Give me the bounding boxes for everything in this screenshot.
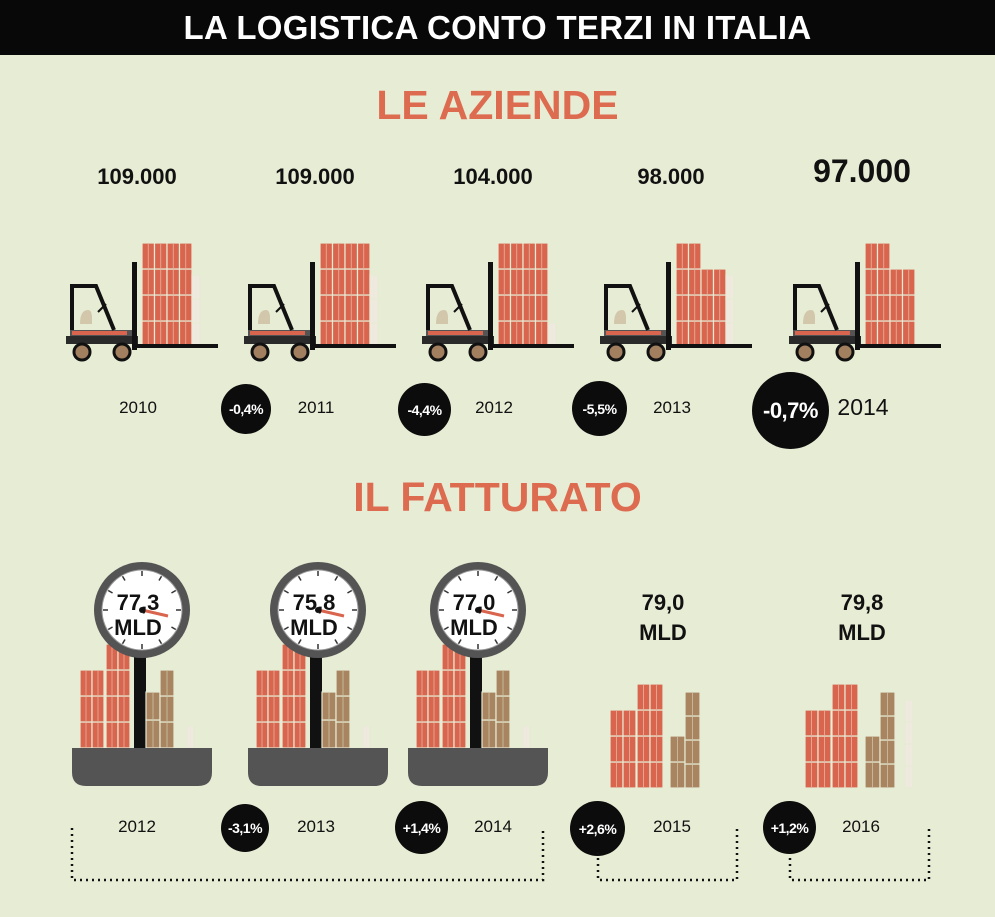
fatturato-unit-2016: MLD (838, 620, 886, 645)
section-title-aziende: LE AZIENDE (376, 82, 619, 128)
forklift-2010 (66, 242, 218, 362)
fatturato-year-2013: 2013 (297, 817, 335, 836)
fatturato-change-badge-2014: +1,4% (395, 801, 448, 854)
aziende-value-2010: 109.000 (97, 164, 177, 189)
fatturato-forecast-2015: 79,0 MLD (603, 588, 723, 648)
fatturato-change-2015: +2,6% (578, 820, 617, 837)
boxes-2015 (609, 683, 701, 789)
page-title: LA LOGISTICA CONTO TERZI IN ITALIA (0, 0, 995, 55)
forklift-2014 (789, 242, 941, 362)
fatturato-year-2012: 2012 (118, 817, 156, 836)
aziende-change-badge-2012: -4,4% (398, 383, 451, 436)
fatturato-change-2013: -3,1% (227, 820, 263, 836)
fatturato-change-2014: +1,4% (402, 819, 441, 836)
aziende-value-2014: 97.000 (813, 153, 911, 189)
section-title-fatturato: IL FATTURATO (353, 474, 642, 520)
aziende-change-2012: -4,4% (407, 401, 442, 418)
aziende-year-2012: 2012 (475, 398, 513, 417)
fatturato-forecast-2016: 79,8 MLD (802, 588, 922, 648)
boxes-2016 (804, 683, 914, 789)
fatturato-change-badge-2013: -3,1% (221, 804, 269, 852)
fatturato-value-2014: 77,0 (452, 590, 496, 615)
forklift-2011 (244, 242, 396, 362)
aziende-change-badge-2014: -0,7% (752, 372, 829, 449)
forklift-2013 (600, 242, 752, 362)
fatturato-value-2012: 77,3 (116, 590, 160, 615)
aziende-value-2013: 98.000 (637, 164, 705, 189)
fatturato-value-2013: 75,8 (292, 590, 336, 615)
aziende-year-2011: 2011 (297, 398, 335, 417)
scale-2013 (248, 562, 388, 786)
fatturato-year-2016: 2016 (842, 817, 880, 836)
forklift-2012 (422, 242, 574, 362)
fatturato-dial-2014: 77,0 MLD (424, 590, 524, 640)
scale-2012 (72, 562, 212, 786)
aziende-value-2011: 109.000 (275, 164, 355, 189)
aziende-change-badge-2011: -0,4% (221, 384, 271, 434)
fatturato-year-2014: 2014 (474, 817, 512, 836)
fatturato-change-2016: +1,2% (770, 819, 809, 836)
fatturato-dial-2012: 77,3 MLD (88, 590, 188, 640)
fatturato-change-badge-2015: +2,6% (570, 801, 625, 856)
fatturato-year-2015: 2015 (653, 817, 691, 836)
fatturato-unit-2013: MLD (290, 615, 338, 640)
aziende-year-2010: 2010 (119, 398, 157, 417)
aziende-change-badge-2013: -5,5% (572, 381, 627, 436)
fatturato-value-2015: 79,0 (641, 590, 685, 615)
fatturato-change-badge-2016: +1,2% (763, 801, 816, 854)
fatturato-dial-2013: 75,8 MLD (264, 590, 364, 640)
fatturato-unit-2012: MLD (114, 615, 162, 640)
aziende-change-2014: -0,7% (763, 397, 818, 423)
scale-2014 (408, 562, 548, 786)
aziende-change-2011: -0,4% (228, 401, 264, 417)
aziende-value-2012: 104.000 (453, 164, 533, 189)
fatturato-unit-2015: MLD (639, 620, 687, 645)
aziende-change-2013: -5,5% (582, 400, 617, 417)
year-group-brackets (70, 828, 931, 882)
aziende-year-2013: 2013 (653, 398, 691, 417)
fatturato-unit-2014: MLD (450, 615, 498, 640)
aziende-year-2014: 2014 (837, 394, 889, 420)
fatturato-value-2016: 79,8 (840, 590, 884, 615)
